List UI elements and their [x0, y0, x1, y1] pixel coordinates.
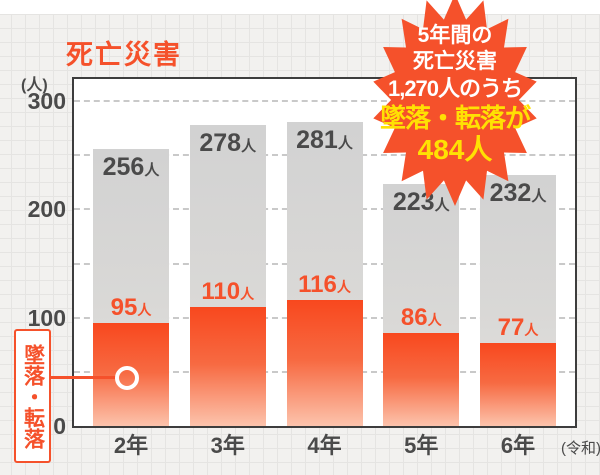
total-value-label: 281人: [296, 126, 353, 154]
x-tick-label: 5年: [404, 433, 439, 458]
fall-segment: [189, 307, 266, 426]
callout-marker-circle: [115, 366, 139, 390]
fall-segment: [286, 300, 363, 426]
y-tick-label: 300: [27, 88, 66, 114]
x-axis-labels: 2年 3年 4年 5年 6年 (令和): [74, 433, 600, 459]
starburst-shape: [373, 0, 537, 206]
badge-line: 5年間の: [417, 24, 493, 47]
bar-2年: 256人 95人: [93, 149, 169, 426]
y-tick-label: 0: [53, 413, 66, 439]
y-tick-label: 100: [27, 304, 66, 331]
callout-label-box: 墜落・転落: [14, 329, 51, 463]
x-tick-label: 6年 (令和): [500, 433, 600, 458]
badge-line-highlight: 墜落・転落が: [379, 103, 531, 133]
fall-value-label: 116人: [298, 271, 351, 298]
y-axis-unit-label: (人): [21, 77, 48, 94]
y-tick-label: 200: [27, 196, 66, 223]
x-tick-label: 3年: [210, 433, 245, 458]
total-value-label: 278人: [199, 129, 257, 157]
bar-3年: 278人 110人: [189, 125, 266, 426]
x-tick-label: 2年: [113, 433, 149, 458]
starburst-badge-text: 5年間の 死亡災害 1,270人のうち 墜落・転落が 484人: [362, 23, 548, 165]
bar-4年: 281人 116人: [286, 122, 363, 426]
bar-5年: 223人 86人: [383, 184, 460, 426]
badge-line-highlight: 484人: [417, 134, 493, 165]
era-suffix-label: (令和): [561, 440, 600, 458]
bars-container: 256人 95人 278人 110人 281人 116人 223人 86人 232人 77人: [74, 79, 575, 426]
bar-6年: 232人 77人: [480, 175, 556, 426]
badge-line: 死亡災害: [413, 50, 497, 73]
fall-value-label: 77人: [497, 314, 539, 341]
total-value-label: 232人: [489, 179, 547, 207]
total-value-label: 256人: [102, 153, 160, 181]
chart-title: 死亡災害: [66, 40, 182, 70]
fall-value-label: 95人: [110, 294, 152, 321]
fall-segment: [480, 343, 556, 426]
gridline-300: [74, 100, 575, 102]
badge-line: 1,270人のうち: [387, 76, 523, 101]
fall-segment: [383, 333, 460, 426]
callout-connector-line: [49, 376, 119, 379]
x-tick-label: 4年: [307, 433, 342, 458]
fall-value-label: 110人: [201, 278, 255, 305]
starburst-badge: [373, 0, 537, 206]
fall-value-label: 86人: [400, 304, 442, 331]
